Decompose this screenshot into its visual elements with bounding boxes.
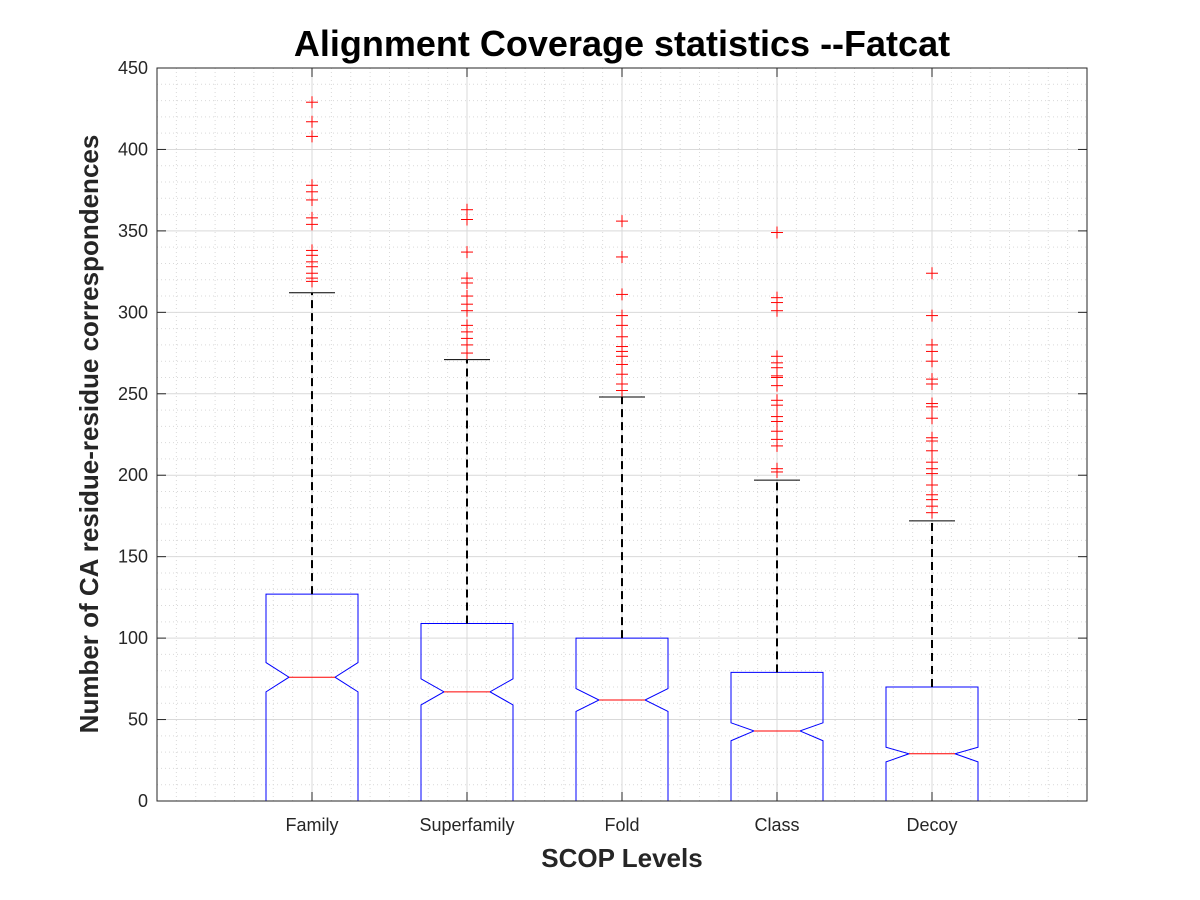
outlier-marker	[926, 267, 938, 280]
outlier-marker	[306, 115, 318, 128]
box-decoy	[885, 267, 979, 802]
outlier-marker	[461, 246, 473, 259]
box-class	[730, 226, 824, 802]
outlier-marker	[616, 250, 628, 263]
y-tick-label: 50	[128, 710, 148, 730]
y-tick-label: 200	[118, 465, 148, 485]
outlier-marker	[616, 330, 628, 343]
box-fold	[575, 215, 669, 802]
outlier-marker	[926, 456, 938, 469]
y-tick-label: 350	[118, 221, 148, 241]
outlier-marker	[926, 373, 938, 386]
y-tick-label: 150	[118, 547, 148, 567]
outlier-marker	[771, 410, 783, 423]
y-axis-ticks: 0 50 100 150 200 250 300 350 400 450	[118, 58, 1087, 811]
outlier-marker	[926, 338, 938, 351]
outlier-marker	[926, 412, 938, 425]
outlier-marker	[616, 215, 628, 228]
x-tick-label: Class	[754, 815, 799, 835]
outlier-marker	[926, 397, 938, 410]
outlier-marker	[771, 394, 783, 407]
outlier-marker	[771, 350, 783, 363]
outlier-marker	[306, 244, 318, 257]
box-family	[265, 96, 359, 802]
y-axis-label: Number of CA residue-residue corresponde…	[74, 135, 104, 734]
outlier-marker	[306, 130, 318, 143]
outlier-marker	[306, 179, 318, 192]
x-tick-label: Family	[286, 815, 339, 835]
box-body	[420, 622, 514, 802]
outlier-marker	[461, 290, 473, 303]
outlier-marker	[926, 431, 938, 444]
y-tick-label: 300	[118, 302, 148, 322]
outlier-marker	[771, 291, 783, 304]
outlier-marker	[616, 309, 628, 322]
outlier-marker	[461, 272, 473, 285]
box-superfamily	[420, 203, 514, 802]
y-tick-label: 100	[118, 628, 148, 648]
chart-title: Alignment Coverage statistics --Fatcat	[294, 23, 950, 64]
outlier-marker	[616, 288, 628, 301]
x-axis-label: SCOP Levels	[541, 843, 702, 873]
x-tick-label: Fold	[604, 815, 639, 835]
y-tick-label: 400	[118, 139, 148, 159]
x-tick-label: Decoy	[906, 815, 957, 835]
y-tick-label: 450	[118, 58, 148, 78]
y-tick-label: 250	[118, 384, 148, 404]
outlier-marker	[306, 96, 318, 109]
outlier-marker	[461, 319, 473, 332]
outlier-marker	[926, 309, 938, 322]
outlier-marker	[926, 478, 938, 491]
outlier-marker	[461, 203, 473, 216]
box-body	[730, 671, 824, 802]
outlier-marker	[771, 226, 783, 239]
box-body	[575, 637, 669, 802]
box-body	[265, 593, 359, 802]
y-tick-label: 0	[138, 791, 148, 811]
outlier-marker	[306, 211, 318, 224]
outlier-marker	[771, 462, 783, 475]
boxes-layer	[265, 96, 979, 802]
box-body	[885, 686, 979, 802]
x-tick-label: Superfamily	[419, 815, 514, 835]
x-axis-ticks: Family Superfamily Fold Class Decoy	[286, 68, 958, 835]
